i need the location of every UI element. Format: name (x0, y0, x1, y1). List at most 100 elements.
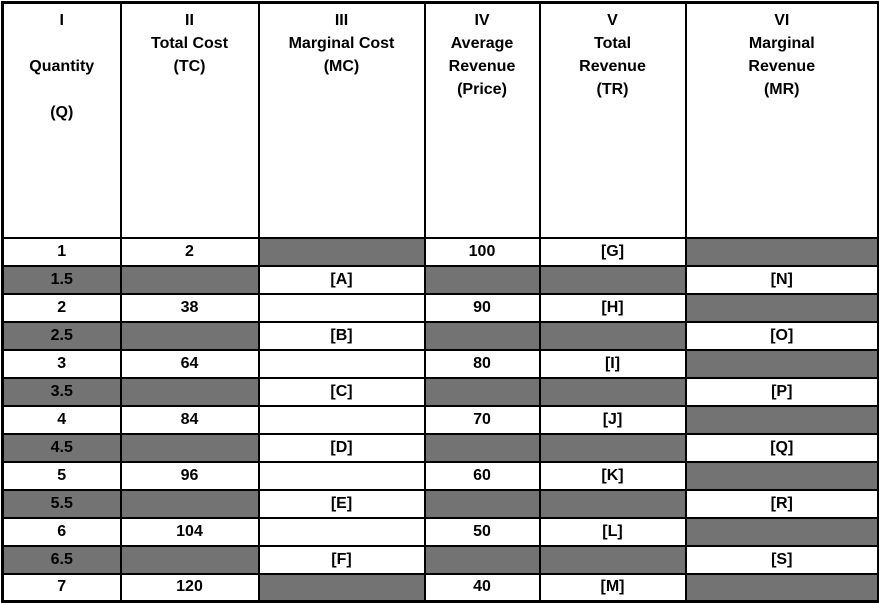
table-row-q-6: 6 104 50 [L] (1, 516, 879, 547)
value-cell-tc-q5: 96 (119, 460, 260, 491)
column-header-tr: V Total Revenue (TR) (538, 1, 687, 239)
header-row: I Quantity (Q) II Total Cost (TC) III Marg… (1, 1, 879, 239)
value-cell-tc-q4: 84 (119, 404, 260, 435)
na-cell-tr-q4.5 (538, 432, 687, 463)
placeholder-cell-mr-q5.5: [R] (684, 488, 879, 519)
na-cell-tc-q2.5 (119, 320, 260, 351)
na-cell-ar-q5.5 (423, 488, 541, 519)
value-cell-ar-q3: 80 (423, 348, 541, 379)
column-header-ar: IV Average Revenue (Price) (423, 1, 541, 239)
value-cell-tc-q3: 64 (119, 348, 260, 379)
placeholder-cell-mr-q3.5: [P] (684, 376, 879, 407)
table-row-q-2.5: 2.5 [B] [O] (1, 320, 879, 351)
value-cell-q-q4: 4 (1, 404, 122, 435)
na-cell-ar-q6.5 (423, 544, 541, 575)
value-cell-mc-q4 (257, 404, 426, 435)
placeholder-cell-mc-q6.5: [F] (257, 544, 426, 575)
value-cell-mc-q6 (257, 516, 426, 547)
na-cell-ar-q1.5 (423, 264, 541, 295)
value-cell-ar-q1: 100 (423, 236, 541, 267)
na-cell-mr-q1 (684, 236, 879, 267)
column-header-q: I Quantity (Q) (1, 1, 122, 239)
na-cell-mr-q4 (684, 404, 879, 435)
table-body: 1 2 100 [G] 1.5 [A] [N] 2 38 90 [H] 2.5 [B] [O] 3 64 80[… (1, 236, 879, 603)
value-cell-q-q5: 5 (1, 460, 122, 491)
placeholder-cell-tr-q3: [I] (538, 348, 687, 379)
na-cell-mr-q6 (684, 516, 879, 547)
placeholder-cell-mc-q3.5: [C] (257, 376, 426, 407)
na-cell-ar-q2.5 (423, 320, 541, 351)
table-row-q-2: 2 38 90 [H] (1, 292, 879, 323)
placeholder-cell-mr-q2.5: [O] (684, 320, 879, 351)
na-cell-tr-q6.5 (538, 544, 687, 575)
value-cell-q-q3.5: 3.5 (1, 376, 122, 407)
placeholder-cell-mr-q1.5: [N] (684, 264, 879, 295)
na-cell-mc-q1 (257, 236, 426, 267)
table-row-q-5: 5 96 60 [K] (1, 460, 879, 491)
value-cell-ar-q6: 50 (423, 516, 541, 547)
value-cell-q-q6: 6 (1, 516, 122, 547)
na-cell-tc-q6.5 (119, 544, 260, 575)
value-cell-q-q7: 7 (1, 572, 122, 603)
na-cell-ar-q4.5 (423, 432, 541, 463)
na-cell-ar-q3.5 (423, 376, 541, 407)
value-cell-q-q5.5: 5.5 (1, 488, 122, 519)
na-cell-tc-q1.5 (119, 264, 260, 295)
placeholder-cell-mr-q6.5: [S] (684, 544, 879, 575)
placeholder-cell-tr-q4: [J] (538, 404, 687, 435)
value-cell-q-q1.5: 1.5 (1, 264, 122, 295)
table-row-q-4: 4 84 70 [J] (1, 404, 879, 435)
column-header-mr: VI Marginal Revenue (MR) (684, 1, 879, 239)
na-cell-tc-q3.5 (119, 376, 260, 407)
na-cell-tr-q2.5 (538, 320, 687, 351)
na-cell-mc-q7 (257, 572, 426, 603)
na-cell-mr-q5 (684, 460, 879, 491)
value-cell-mc-q5 (257, 460, 426, 491)
value-cell-q-q1: 1 (1, 236, 122, 267)
value-cell-q-q2: 2 (1, 292, 122, 323)
na-cell-tc-q4.5 (119, 432, 260, 463)
table-row-q-4.5: 4.5 [D] [Q] (1, 432, 879, 463)
placeholder-cell-tr-q7: [M] (538, 572, 687, 603)
value-cell-q-q2.5: 2.5 (1, 320, 122, 351)
value-cell-mc-q3 (257, 348, 426, 379)
placeholder-cell-mr-q4.5: [Q] (684, 432, 879, 463)
table-row-q-3.5: 3.5 [C] [P] (1, 376, 879, 407)
placeholder-cell-mc-q1.5: [A] (257, 264, 426, 295)
value-cell-tc-q7: 120 (119, 572, 260, 603)
value-cell-q-q3: 3 (1, 348, 122, 379)
na-cell-tr-q3.5 (538, 376, 687, 407)
placeholder-cell-mc-q5.5: [E] (257, 488, 426, 519)
value-cell-ar-q2: 90 (423, 292, 541, 323)
na-cell-tc-q5.5 (119, 488, 260, 519)
table-row-q-3: 3 64 80 [I] (1, 348, 879, 379)
column-header-tc: II Total Cost (TC) (119, 1, 260, 239)
na-cell-tr-q5.5 (538, 488, 687, 519)
na-cell-tr-q1.5 (538, 264, 687, 295)
value-cell-ar-q5: 60 (423, 460, 541, 491)
table-row-q-5.5: 5.5 [E] [R] (1, 488, 879, 519)
na-cell-mr-q7 (684, 572, 879, 603)
value-cell-tc-q2: 38 (119, 292, 260, 323)
placeholder-cell-tr-q5: [K] (538, 460, 687, 491)
placeholder-cell-tr-q6: [L] (538, 516, 687, 547)
na-cell-mr-q2 (684, 292, 879, 323)
placeholder-cell-tr-q1: [G] (538, 236, 687, 267)
table-row-q-1.5: 1.5 [A] [N] (1, 264, 879, 295)
table-row-q-6.5: 6.5 [F] [S] (1, 544, 879, 575)
table-row-q-1: 1 2 100 [G] (1, 236, 879, 267)
placeholder-cell-mc-q4.5: [D] (257, 432, 426, 463)
value-cell-mc-q2 (257, 292, 426, 323)
value-cell-ar-q7: 40 (423, 572, 541, 603)
placeholder-cell-mc-q2.5: [B] (257, 320, 426, 351)
value-cell-q-q4.5: 4.5 (1, 432, 122, 463)
value-cell-tc-q6: 104 (119, 516, 260, 547)
value-cell-tc-q1: 2 (119, 236, 260, 267)
na-cell-mr-q3 (684, 348, 879, 379)
column-header-mc: III Marginal Cost (MC) (257, 1, 426, 239)
value-cell-ar-q4: 70 (423, 404, 541, 435)
value-cell-q-q6.5: 6.5 (1, 544, 122, 575)
table-row-q-7: 7 120 40 [M] (1, 572, 879, 603)
